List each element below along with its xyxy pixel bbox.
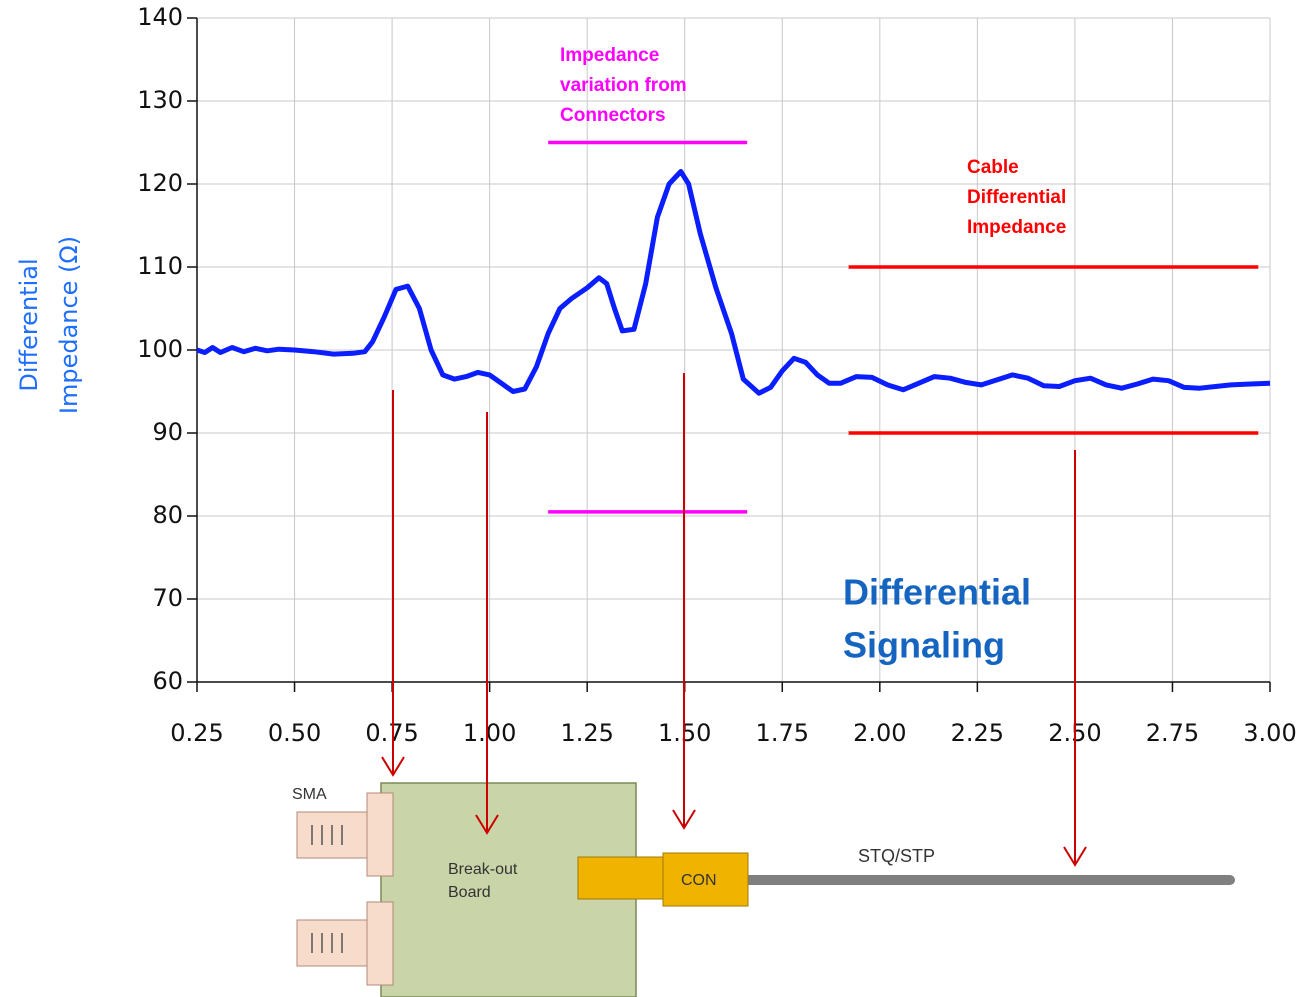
arrows bbox=[382, 373, 1086, 865]
y-axis-label: Differential bbox=[15, 258, 43, 391]
annotation-text: Differential bbox=[967, 187, 1066, 208]
x-tick-label: 2.75 bbox=[1146, 719, 1199, 747]
y-tick-label: 80 bbox=[152, 501, 183, 529]
sma-label: SMA bbox=[292, 786, 327, 803]
annotation-text: Impedance bbox=[560, 45, 659, 66]
y-tick-label: 100 bbox=[137, 335, 183, 363]
overlay-text: Signaling bbox=[843, 625, 1005, 666]
x-tick-label: 0.25 bbox=[170, 719, 223, 747]
arrow bbox=[1064, 450, 1086, 865]
cable-label: STQ/STP bbox=[858, 846, 935, 866]
arrow bbox=[382, 390, 404, 775]
overlay-text: Differential bbox=[843, 572, 1031, 613]
y-tick-label: 60 bbox=[152, 667, 183, 695]
y-axis-label: Impedance (Ω) bbox=[55, 236, 83, 414]
diagram: SMA Break-out Board CON STQ/STP bbox=[292, 783, 1230, 997]
y-tick-label: 90 bbox=[152, 418, 183, 446]
x-tick-label: 1.25 bbox=[560, 719, 613, 747]
connector-label: CON bbox=[681, 872, 717, 889]
x-tick-label: 1.00 bbox=[463, 719, 516, 747]
x-tick-label: 1.75 bbox=[756, 719, 809, 747]
x-tick-label: 2.25 bbox=[951, 719, 1004, 747]
arrow bbox=[673, 373, 695, 828]
y-tick-label: 130 bbox=[137, 86, 183, 114]
chart: 607080901001101201301400.250.500.751.001… bbox=[0, 0, 1307, 997]
sma-flange bbox=[367, 902, 393, 985]
y-tick-label: 70 bbox=[152, 584, 183, 612]
arrow bbox=[476, 412, 498, 833]
board-label: Break-out bbox=[448, 861, 518, 878]
annotation-text: Cable bbox=[967, 157, 1019, 178]
sma-flange bbox=[367, 793, 393, 876]
annotation-text: Impedance bbox=[967, 217, 1066, 238]
annotation-text: variation from bbox=[560, 75, 687, 96]
x-tick-label: 2.00 bbox=[853, 719, 906, 747]
board-label: Board bbox=[448, 884, 491, 901]
x-tick-label: 3.00 bbox=[1243, 719, 1296, 747]
x-tick-label: 0.50 bbox=[268, 719, 321, 747]
plug bbox=[578, 857, 664, 899]
y-tick-label: 110 bbox=[137, 252, 183, 280]
y-tick-label: 120 bbox=[137, 169, 183, 197]
y-tick-label: 140 bbox=[137, 3, 183, 31]
annotation-text: Connectors bbox=[560, 105, 666, 126]
data-line bbox=[197, 172, 1270, 394]
